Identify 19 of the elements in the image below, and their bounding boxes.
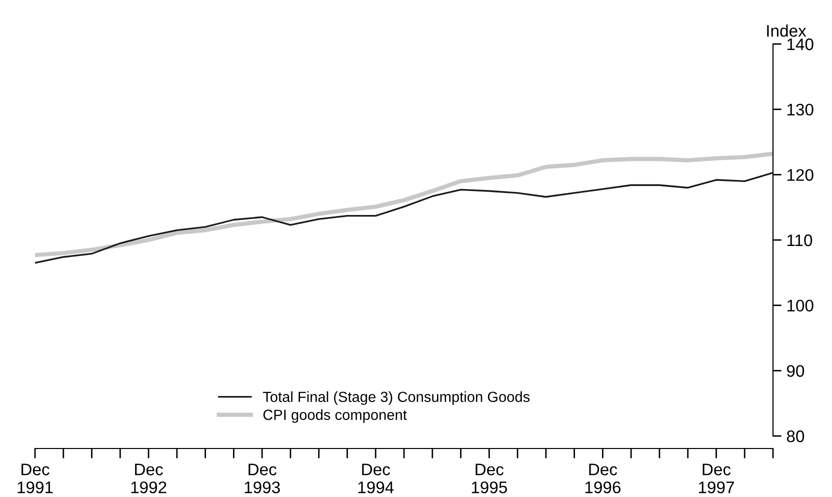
y-tick-label: 140 <box>787 38 814 50</box>
y-tick-label: 80 <box>786 430 804 442</box>
legend-label: CPI goods component <box>263 409 407 423</box>
y-tick-label: 100 <box>787 300 814 312</box>
y-tick-label: 90 <box>786 365 804 377</box>
x-tick-label: Dec 1996 <box>585 464 620 494</box>
x-tick-label: Dec 1995 <box>472 464 507 494</box>
y-axis-title: Index <box>767 24 806 37</box>
y-tick-label: 120 <box>787 169 814 181</box>
x-tick-label: Dec 1991 <box>18 464 53 494</box>
legend-label: Total Final (Stage 3) Consumption Goods <box>262 391 530 405</box>
x-tick-label: Dec 1993 <box>244 464 280 494</box>
y-tick-label: 130 <box>787 104 814 116</box>
line-series <box>35 152 773 258</box>
x-tick-label: Dec 1992 <box>131 464 166 494</box>
x-tick-label: Dec 1997 <box>698 464 734 494</box>
line-series <box>35 172 773 264</box>
y-tick-label: 110 <box>787 234 812 246</box>
x-tick-label: Dec 1994 <box>358 464 394 494</box>
